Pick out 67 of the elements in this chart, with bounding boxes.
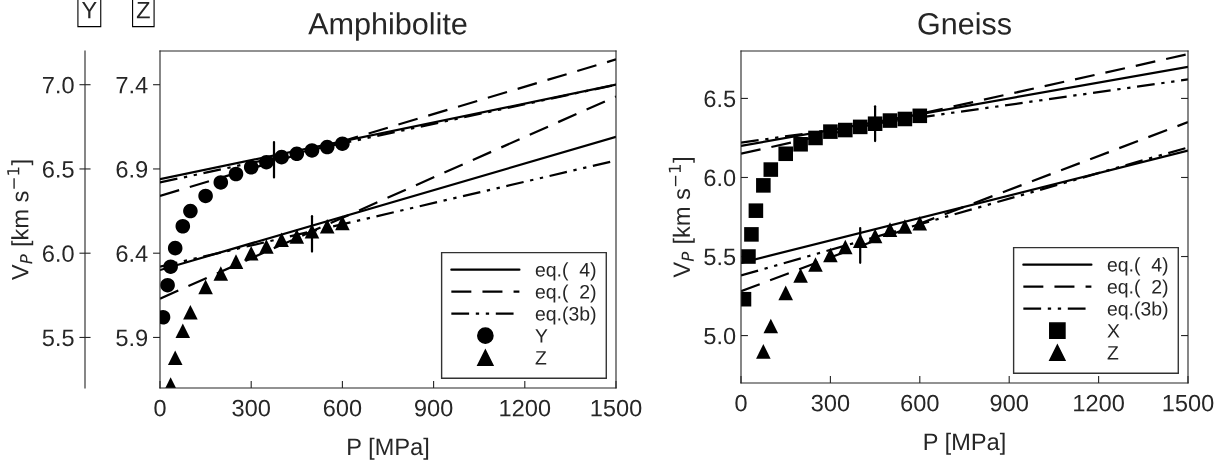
- x-tick-label: 900: [415, 399, 453, 417]
- chart-title: Gneiss: [918, 12, 1011, 35]
- y-tick-label: 6.0: [704, 169, 736, 187]
- x-tick-label: 1200: [500, 399, 551, 417]
- x-tick-label: 0: [735, 394, 747, 412]
- x-axis-title: P [MPa]: [348, 437, 429, 460]
- legend-label: eq.( 4): [1107, 257, 1168, 276]
- y2-tick-label: 7.0: [42, 76, 74, 94]
- y-tick-label: 6.5: [704, 90, 736, 108]
- y2-tick-label: 5.5: [42, 329, 74, 347]
- legend-label: Z: [535, 351, 547, 365]
- y-tick-label: 6.4: [116, 245, 148, 262]
- y-tick-label: 5.9: [116, 329, 148, 347]
- x-tick-label: 600: [901, 394, 939, 412]
- y2-axis-title: V$_{P}$ [km s$^{−1}$]: [7, 160, 34, 281]
- point: [213, 175, 229, 190]
- point: [167, 350, 183, 365]
- point: [228, 254, 244, 269]
- point: [167, 240, 183, 256]
- point: [289, 229, 305, 244]
- y-tick-label: 5.0: [704, 327, 736, 345]
- legend-label: eq.( 4): [535, 262, 596, 281]
- x-tick-label: 300: [811, 394, 850, 412]
- y2-tick-label: 6.0: [42, 245, 74, 262]
- point: [175, 323, 191, 338]
- y-tick-label: 5.5: [704, 248, 736, 266]
- point: [778, 285, 793, 301]
- point: [748, 203, 764, 218]
- point: [756, 178, 771, 193]
- point: [163, 259, 178, 274]
- point: [763, 318, 779, 334]
- x-tick-label: 1500: [1163, 394, 1214, 412]
- y-tick-label: 6.9: [116, 161, 148, 178]
- point: [259, 239, 274, 254]
- legend-label: eq.( 2): [535, 284, 596, 303]
- legend-label: eq.(3b): [1107, 301, 1168, 320]
- point: [778, 146, 793, 162]
- point: [744, 227, 759, 242]
- point: [183, 203, 198, 219]
- legend-label: X: [1107, 324, 1120, 338]
- text: Z: [136, 1, 150, 19]
- point: [793, 268, 808, 283]
- x-tick-label: 0: [154, 399, 166, 417]
- point: [198, 188, 213, 204]
- point: [183, 304, 198, 320]
- y2-tick-label: 6.5: [42, 161, 74, 178]
- point: [763, 162, 779, 177]
- x-axis-title: P [MPa]: [924, 432, 1005, 455]
- legend-label: Z: [1107, 346, 1119, 360]
- point: [793, 136, 808, 152]
- point: [160, 277, 175, 293]
- x-tick-label: 1200: [1074, 394, 1124, 412]
- point: [756, 344, 771, 359]
- chart-title: Amphibolite: [308, 12, 467, 41]
- legend-label: eq.( 2): [1107, 279, 1168, 298]
- point: [198, 279, 213, 295]
- point: [175, 218, 191, 234]
- x-tick-label: 900: [990, 394, 1028, 412]
- text: Y: [81, 1, 97, 19]
- point: [808, 257, 823, 272]
- x-tick-label: 1500: [591, 399, 642, 417]
- legend-label: Y: [535, 329, 548, 343]
- legend-label: eq.(3b): [535, 306, 596, 325]
- x-tick-label: 300: [232, 399, 270, 417]
- x-tick-label: 600: [323, 399, 362, 417]
- y-axis-title: V$_{P}$ [km s$^{−1}$]: [668, 158, 695, 278]
- y-tick-label: 7.4: [116, 77, 148, 94]
